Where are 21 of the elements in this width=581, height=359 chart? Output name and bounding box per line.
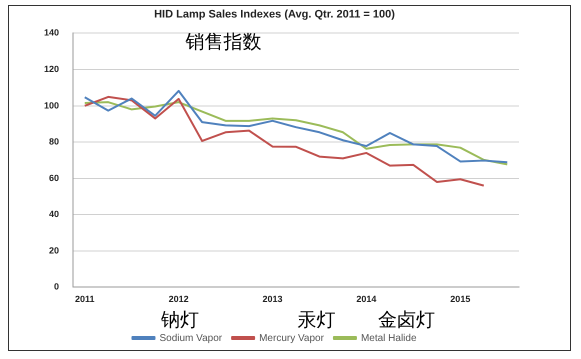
x-tick-label: 2015 — [450, 294, 470, 304]
text: 金卤灯 — [378, 309, 436, 332]
annotation: 销售指数 — [184, 31, 262, 54]
x-tick-label: 2014 — [356, 294, 376, 304]
y-tick-label: 40 — [49, 209, 60, 220]
y-tick-label: 0 — [54, 282, 60, 292]
x-tick-label: 2013 — [262, 294, 283, 304]
chart-title: HID Lamp Sales Indexes (Avg. Qtr. 2011 = 100) — [154, 8, 396, 21]
text: 汞灯 — [298, 309, 336, 332]
y-tick-label: 120 — [44, 64, 60, 74]
y-tick-label: 20 — [49, 245, 60, 256]
legend-label: Metal Halide — [360, 332, 417, 344]
x-tick-label: 2011 — [74, 294, 95, 304]
y-tick-label: 80 — [49, 136, 60, 147]
legend-label: Mercury Vapor — [259, 332, 325, 344]
y-tick-label: 60 — [49, 172, 60, 183]
y-tick-label: 100 — [44, 100, 60, 110]
y-tick-label: 140 — [44, 28, 60, 38]
legend-label: Sodium Vapor — [159, 332, 223, 344]
x-tick-label: 2012 — [168, 294, 189, 304]
text: 钠灯 — [160, 309, 200, 332]
